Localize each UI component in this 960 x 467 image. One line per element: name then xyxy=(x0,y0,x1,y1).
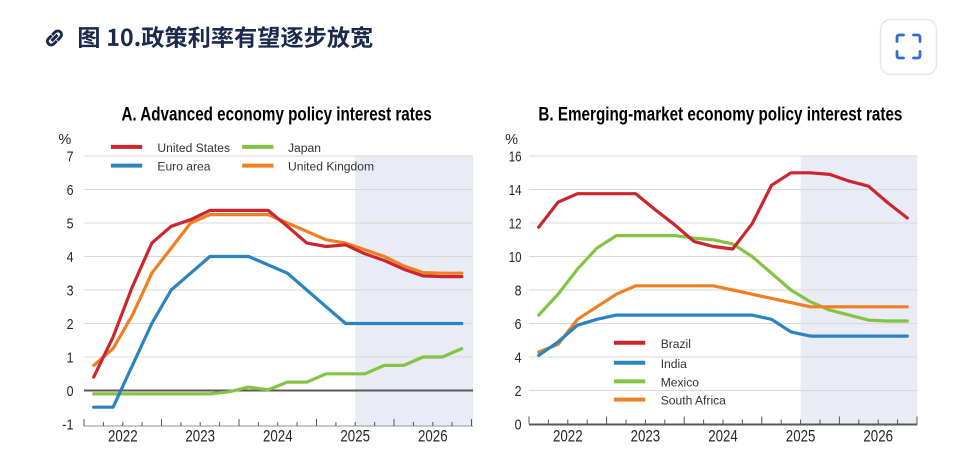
svg-text:12: 12 xyxy=(509,215,522,232)
svg-text:2022: 2022 xyxy=(553,427,583,446)
svg-text:7: 7 xyxy=(67,148,74,165)
svg-text:2022: 2022 xyxy=(108,427,138,446)
svg-text:2026: 2026 xyxy=(863,427,893,446)
svg-text:10: 10 xyxy=(509,249,522,266)
svg-text:-1: -1 xyxy=(62,416,73,433)
svg-text:B. Emerging-market economy pol: B. Emerging-market economy policy intere… xyxy=(538,104,902,125)
svg-text:4: 4 xyxy=(67,249,74,266)
svg-text:%: % xyxy=(505,132,518,148)
svg-text:5: 5 xyxy=(67,215,74,232)
svg-text:%: % xyxy=(58,132,71,148)
svg-text:1: 1 xyxy=(67,349,74,366)
svg-text:8: 8 xyxy=(515,282,522,299)
svg-text:2025: 2025 xyxy=(786,427,816,446)
svg-text:A. Advanced economy policy int: A. Advanced economy policy interest rate… xyxy=(121,104,431,125)
svg-text:0: 0 xyxy=(67,383,74,400)
svg-text:4: 4 xyxy=(515,349,522,366)
svg-text:South Africa: South Africa xyxy=(661,394,726,408)
svg-text:Japan: Japan xyxy=(288,141,321,155)
svg-text:2024: 2024 xyxy=(263,427,293,446)
svg-text:2023: 2023 xyxy=(631,427,661,446)
svg-text:2024: 2024 xyxy=(708,427,738,446)
svg-text:16: 16 xyxy=(509,148,522,165)
svg-text:3: 3 xyxy=(67,282,74,299)
svg-text:6: 6 xyxy=(67,182,74,199)
svg-text:14: 14 xyxy=(509,182,522,199)
svg-text:0: 0 xyxy=(515,416,522,433)
svg-text:2026: 2026 xyxy=(418,427,448,446)
svg-text:India: India xyxy=(661,357,687,371)
svg-text:2: 2 xyxy=(67,316,74,333)
svg-text:United Kingdom: United Kingdom xyxy=(288,160,374,174)
svg-text:6: 6 xyxy=(515,316,522,333)
svg-text:Mexico: Mexico xyxy=(661,376,700,390)
svg-text:2025: 2025 xyxy=(340,427,370,446)
svg-text:2023: 2023 xyxy=(185,427,215,446)
svg-text:Euro area: Euro area xyxy=(157,160,210,174)
svg-text:Brazil: Brazil xyxy=(661,337,691,351)
svg-text:United States: United States xyxy=(157,141,230,155)
svg-text:2: 2 xyxy=(515,383,522,400)
